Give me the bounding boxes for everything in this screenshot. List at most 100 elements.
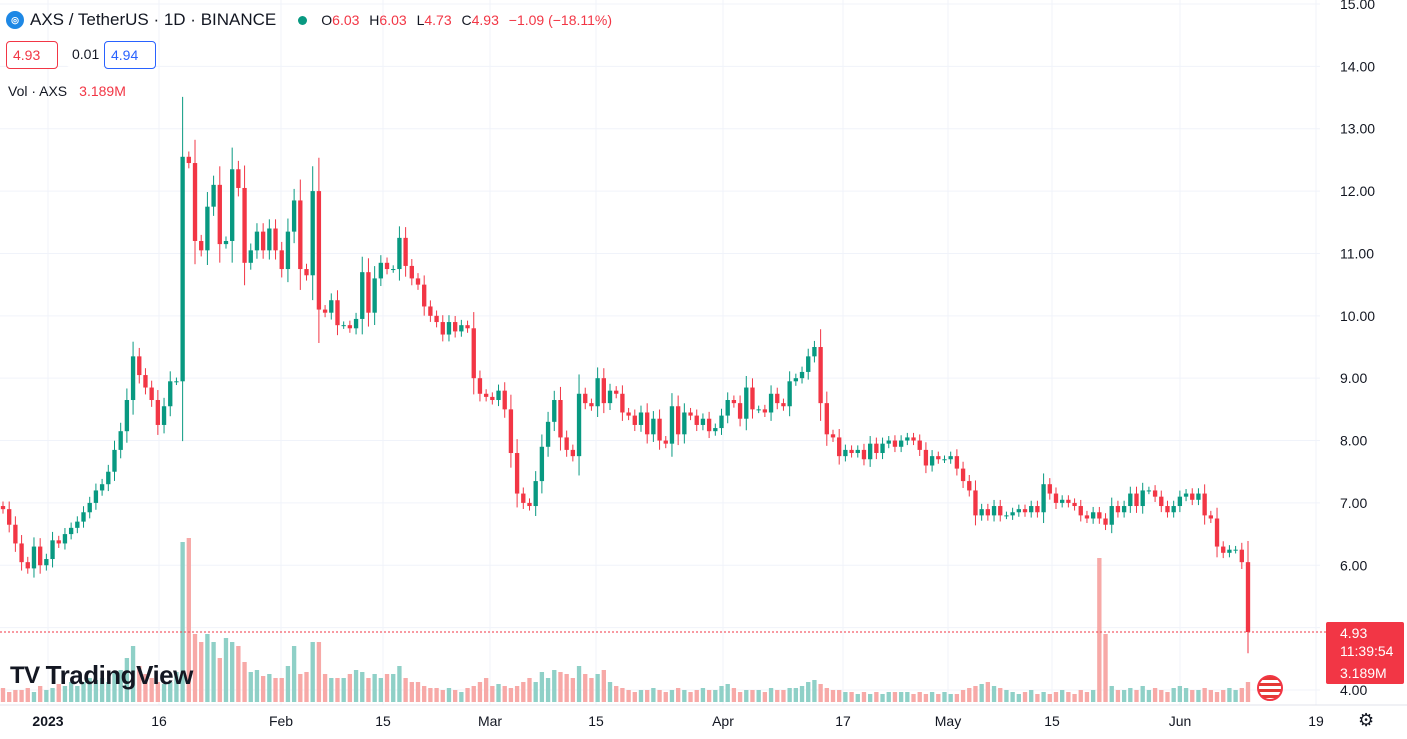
candle-body — [68, 527, 74, 535]
candle-body — [1196, 493, 1201, 500]
volume-bar — [112, 672, 117, 702]
volume-bar — [106, 682, 111, 702]
volume-bar — [490, 686, 495, 702]
candle-body — [867, 443, 873, 460]
market-status-icon[interactable] — [298, 15, 308, 25]
volume-bar — [93, 680, 99, 702]
volume-bar — [199, 642, 204, 702]
symbol-legend[interactable]: ◎ AXS / TetherUS · 1D · BINANCE O6.03 H6… — [6, 10, 618, 30]
volume-bars — [0, 538, 1251, 702]
volume-bar — [1066, 692, 1071, 702]
candle-body — [682, 412, 687, 435]
candle-body — [675, 406, 681, 435]
candle-body — [397, 237, 402, 270]
settings-gear-icon[interactable]: ⚙ — [1358, 710, 1375, 730]
symbol-title[interactable]: AXS / TetherUS · 1D · BINANCE — [30, 10, 277, 29]
candle-body — [762, 409, 768, 413]
volume-bar — [440, 690, 445, 702]
candle-body — [254, 231, 260, 251]
volume-bar — [985, 682, 991, 702]
low-label: L — [416, 12, 425, 28]
candle-body — [607, 390, 613, 404]
y-tick-label: 14.00 — [1340, 58, 1375, 74]
volume-bar — [824, 688, 829, 702]
volume-bar — [56, 684, 61, 702]
candle-body — [62, 534, 68, 544]
sell-price-button[interactable]: 4.93 — [6, 41, 58, 69]
volume-bar — [1072, 694, 1077, 702]
candle-body — [322, 309, 328, 313]
candle-body — [1202, 493, 1207, 516]
candle-body — [242, 187, 247, 263]
candle-body — [137, 356, 142, 376]
candle-body — [533, 481, 538, 507]
volume-bar — [81, 682, 86, 702]
candle-body — [929, 456, 935, 466]
candle-body — [1084, 515, 1090, 519]
volume-legend[interactable]: Vol · AXS 3.189M — [8, 83, 126, 99]
volume-bar — [50, 688, 55, 702]
candle-body — [725, 400, 730, 416]
candle-body — [310, 191, 315, 276]
y-tick-label: 7.00 — [1340, 495, 1367, 511]
volume-value: 3.189M — [79, 83, 126, 99]
candle-body — [1047, 484, 1052, 494]
volume-bar — [186, 538, 191, 702]
volume-bar — [1165, 692, 1170, 702]
candle-body — [837, 437, 842, 457]
volume-bar — [452, 690, 458, 702]
volume-bar — [217, 658, 222, 702]
y-tick-label: 13.00 — [1340, 121, 1375, 137]
buy-price-button[interactable]: 4.94 — [104, 41, 156, 69]
volume-bar — [737, 692, 743, 702]
volume-bar — [13, 690, 18, 702]
volume-bar — [682, 690, 687, 702]
axs-coin-icon: ◎ — [6, 11, 24, 29]
candle-body — [446, 322, 452, 335]
candle-body — [1177, 496, 1183, 507]
tradingview-logo[interactable]: TV TradingView — [10, 660, 193, 691]
candle-body — [174, 381, 179, 383]
volume-bar — [254, 670, 260, 702]
candle-body — [688, 412, 693, 416]
time-axis[interactable]: 2023 16 Feb 15 Mar 15 Apr 17 May 15 Jun 19 — [0, 704, 1407, 729]
volume-bar — [372, 674, 377, 702]
spread-value: 0.01 — [66, 41, 106, 67]
candle-body — [651, 418, 656, 435]
candle-body — [1072, 502, 1077, 507]
candle-body — [750, 387, 755, 410]
volume-bar — [700, 688, 706, 702]
us-flag-icon[interactable] — [1257, 675, 1283, 701]
volume-bar — [911, 694, 916, 702]
volume-bar — [558, 672, 563, 702]
volume-bar — [576, 666, 582, 702]
candle-body — [700, 418, 706, 425]
candle-body — [378, 262, 384, 279]
volume-bar — [626, 690, 631, 702]
candle-body — [93, 490, 99, 503]
close-label: C — [461, 12, 472, 28]
volume-bar — [645, 690, 650, 702]
candle-body — [1029, 506, 1034, 513]
volume-bar — [874, 692, 879, 702]
volume-bar — [310, 642, 315, 702]
candle-body — [56, 540, 61, 544]
bar-countdown: 11:39:54 — [1340, 643, 1394, 659]
volume-bar — [260, 676, 266, 702]
candle-body — [589, 403, 594, 407]
y-tick-label: 15.00 — [1340, 0, 1375, 12]
candle-body — [37, 546, 43, 566]
candle-body — [353, 318, 359, 329]
candle-body — [149, 387, 154, 401]
chart-grid — [0, 0, 1320, 705]
volume-bar — [1227, 688, 1232, 702]
volume-bar — [706, 690, 712, 702]
candle-body — [514, 453, 520, 494]
candle-body — [440, 322, 445, 335]
volume-bar — [1159, 690, 1164, 702]
price-axis[interactable]: 4.005.006.007.008.009.0010.0011.0012.001… — [1340, 0, 1375, 698]
volume-bar — [230, 642, 235, 702]
volume-bar — [793, 688, 799, 702]
volume-bar — [143, 674, 148, 702]
